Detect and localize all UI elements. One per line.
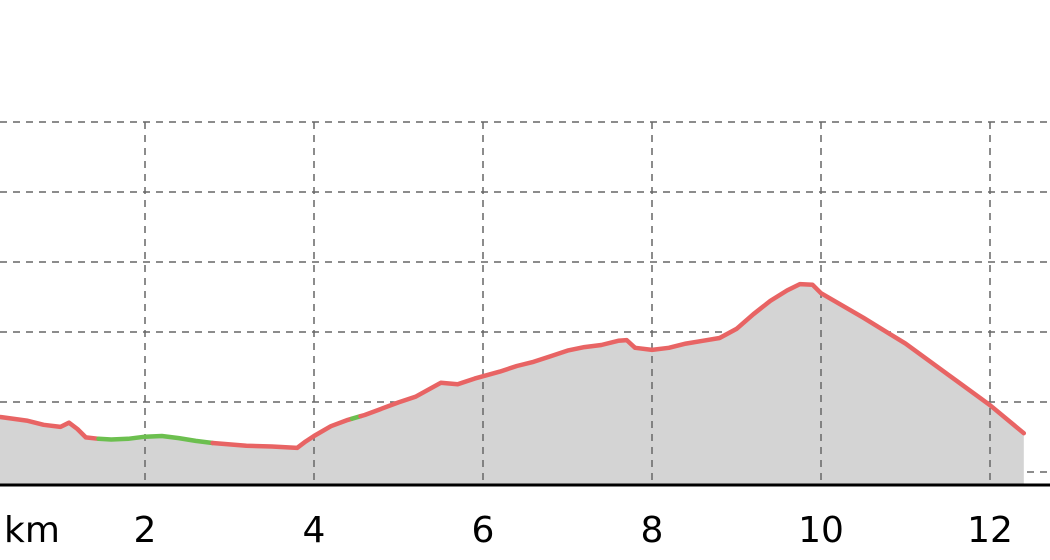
- x-tick-label-2: 2: [134, 510, 157, 551]
- x-tick-label-6: 6: [472, 510, 495, 551]
- elevation-line-layer: [0, 281, 1027, 451]
- x-tick-label-12: 12: [967, 510, 1013, 551]
- elevation-line-segment-3: [210, 416, 355, 451]
- elevation-area-layer: [0, 284, 1024, 485]
- elevation-line-segment-2: [96, 433, 215, 446]
- elevation-line-segment-1: [0, 414, 101, 442]
- x-tick-label-10: 10: [798, 510, 844, 551]
- x-tick-label-8: 8: [641, 510, 664, 551]
- x-tick-labels: 2 4 6 8 10 12: [134, 510, 1013, 551]
- x-tick-label-4: 4: [303, 510, 326, 551]
- elevation-area-fill: [0, 284, 1024, 485]
- vertical-gridlines: [144, 122, 991, 485]
- elevation-line-segment-5: [358, 281, 1027, 436]
- x-unit-label: km: [4, 510, 60, 551]
